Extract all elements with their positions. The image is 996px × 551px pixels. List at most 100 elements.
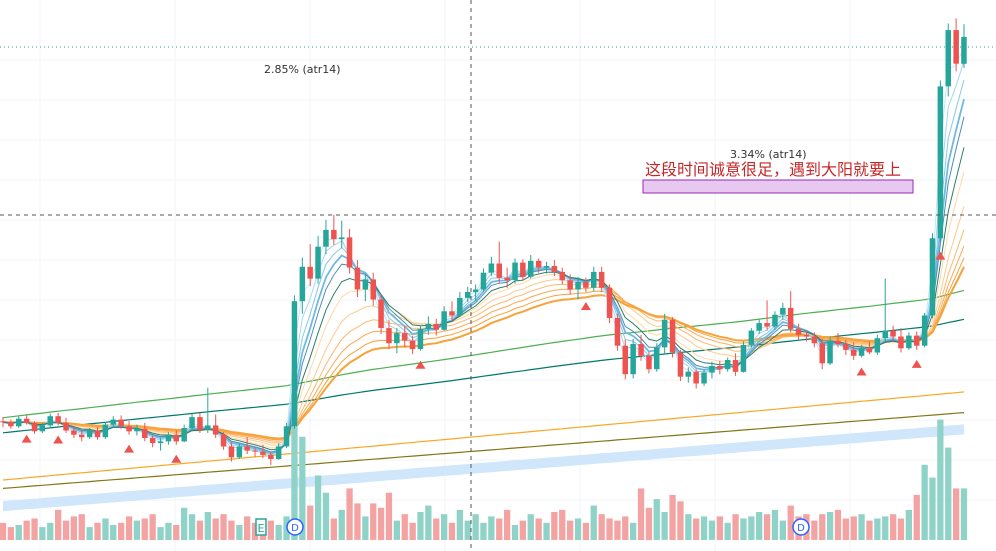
candle-body — [23, 418, 30, 423]
candle — [709, 361, 715, 379]
candle-body — [402, 333, 408, 341]
volume-bar — [314, 475, 322, 540]
candle-body — [433, 323, 439, 330]
candle-body — [756, 323, 762, 331]
candle-body — [654, 347, 660, 370]
candle-body — [275, 446, 282, 459]
volume-bar — [204, 512, 211, 540]
volume-bar — [866, 520, 873, 540]
candle-body — [677, 352, 684, 377]
candle-body — [528, 260, 534, 277]
candle-body — [882, 330, 888, 339]
volume-bar — [188, 514, 196, 540]
short-ma-line — [2, 79, 965, 456]
candle — [291, 295, 298, 429]
candle-body — [449, 311, 455, 316]
event-d-badge-2[interactable]: D — [792, 518, 810, 536]
volume-bar — [929, 477, 936, 540]
volume-bar — [519, 520, 526, 540]
volume-bar — [748, 516, 755, 540]
candle — [8, 419, 14, 429]
candle — [827, 336, 833, 366]
candle — [212, 414, 219, 439]
volume-bars — [0, 393, 968, 541]
volume-bar — [448, 522, 456, 540]
candle — [496, 241, 502, 284]
candle-body — [819, 343, 825, 364]
candle — [362, 274, 369, 302]
candle-body — [252, 450, 258, 452]
candle — [622, 339, 628, 380]
volume-bar — [700, 516, 708, 540]
candle — [63, 417, 69, 433]
candle — [394, 328, 400, 354]
volume-bar — [173, 525, 180, 540]
candle — [583, 277, 589, 292]
dividend-icon: D — [291, 523, 299, 534]
candle — [780, 302, 786, 320]
volume-bar — [275, 525, 282, 540]
candle — [535, 258, 542, 273]
candle — [764, 300, 770, 331]
volume-bar — [181, 507, 188, 541]
volume-bar — [346, 488, 353, 540]
candle — [181, 424, 187, 443]
candle — [598, 266, 605, 292]
candle — [504, 267, 510, 288]
volume-bar — [393, 520, 400, 540]
candle-body — [346, 237, 353, 268]
candle — [559, 267, 565, 285]
volume-bar — [732, 514, 739, 540]
candle — [236, 443, 243, 460]
candle-body — [488, 263, 495, 273]
volume-bar — [913, 494, 920, 540]
short-ma-line — [2, 147, 965, 451]
volume-bar — [47, 522, 54, 540]
candle — [244, 437, 250, 454]
candle-body — [732, 360, 739, 372]
candle — [717, 360, 723, 375]
volume-bar — [244, 516, 251, 540]
short-ma-line — [2, 61, 965, 457]
candle — [220, 432, 227, 450]
volume-bar — [118, 522, 125, 540]
candle — [685, 367, 691, 383]
candle-body — [701, 372, 707, 384]
candle-body — [244, 446, 250, 451]
volume-bar — [110, 525, 117, 540]
candle-body — [457, 297, 463, 316]
event-d-badge-1[interactable]: D — [286, 518, 304, 536]
candle-body — [409, 340, 416, 350]
volume-bar — [0, 522, 7, 540]
candle — [16, 416, 22, 428]
candle — [882, 278, 888, 342]
event-e-badge[interactable]: E — [255, 518, 267, 536]
volume-bar — [669, 494, 676, 540]
candle-body — [559, 271, 565, 281]
candle — [23, 415, 30, 425]
volume-bar — [606, 518, 613, 540]
volume-bar — [645, 507, 653, 541]
candle-body — [63, 422, 69, 431]
candle-body — [740, 344, 747, 372]
volume-bar — [385, 492, 393, 540]
candle — [173, 430, 179, 445]
candle-body — [898, 336, 904, 349]
candle — [165, 432, 172, 445]
candle-body — [378, 299, 384, 329]
mid-ma-line — [2, 206, 965, 446]
candle — [441, 306, 447, 331]
candle-body — [417, 328, 424, 349]
volume-bar — [228, 520, 235, 540]
candle-body — [914, 335, 920, 346]
candle-body — [472, 289, 479, 292]
candle — [283, 422, 290, 449]
candle-body — [236, 446, 243, 458]
volume-bar — [874, 518, 881, 540]
candle-body — [661, 319, 668, 348]
candle-body — [669, 319, 676, 353]
candle-body — [504, 277, 510, 281]
candle-body — [181, 428, 187, 442]
volume-bar — [409, 522, 416, 540]
